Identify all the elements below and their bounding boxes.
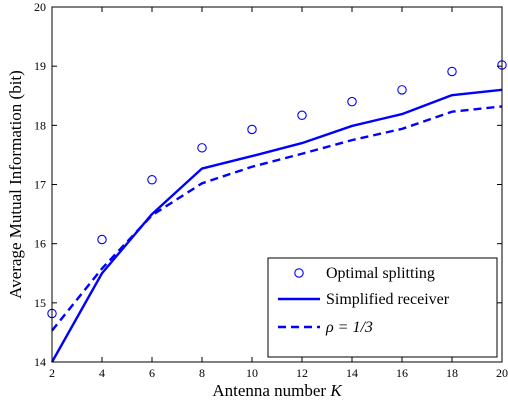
data-point-optimal-splitting: [397, 85, 407, 95]
x-tick-label: 12: [296, 366, 308, 380]
data-point-optimal-splitting: [347, 96, 357, 107]
legend-marker-circle: [294, 268, 304, 278]
data-point-optimal-splitting: [447, 66, 457, 77]
x-axis-label-variable: K: [329, 381, 343, 400]
data-point-optimal-splitting: [247, 124, 257, 135]
y-tick-label: 18: [34, 118, 46, 132]
y-tick-label: 15: [34, 296, 46, 310]
y-tick-label: 17: [34, 178, 46, 192]
x-tick-label: 14: [346, 366, 358, 380]
x-tick-label: 18: [446, 366, 458, 380]
legend-label: Simplified receiver: [326, 291, 450, 308]
x-tick-label: 4: [99, 366, 105, 380]
axes: 2 4 6 8 10 12 14 16 18 20 14 15 16 17 18 19 20: [34, 0, 508, 380]
data-point-optimal-splitting: [147, 175, 157, 185]
x-tick-label: 2: [49, 366, 55, 380]
data-point-optimal-splitting: [97, 234, 107, 245]
x-tick-label: 16: [396, 366, 408, 380]
plot-area: [47, 60, 507, 363]
y-tick-label: 20: [34, 0, 46, 14]
legend-label: ρ = 1/3: [325, 319, 373, 336]
x-tick-label: 8: [199, 366, 205, 380]
legend-label: Optimal splitting: [326, 265, 435, 282]
x-tick-label: 10: [246, 366, 258, 380]
x-tick-label: 6: [149, 366, 155, 380]
y-axis-label: Average Mutual Information (bit): [6, 70, 25, 299]
y-tick-label: 14: [34, 355, 46, 369]
legend: Optimal splitting Simplified receiver ρ = …: [267, 257, 498, 358]
x-tick-label: 20: [496, 366, 508, 380]
data-point-optimal-splitting: [297, 110, 307, 121]
series-line-rho: [51, 105, 503, 332]
y-tick-label: 16: [34, 237, 46, 251]
legend-box: [267, 257, 498, 358]
x-axis-label: Antenna number K: [212, 381, 343, 400]
y-tick-label: 19: [34, 59, 46, 73]
x-axis-label-text: Antenna number: [212, 381, 326, 400]
data-point-optimal-splitting: [197, 143, 207, 153]
series-line-simplified-receiver: [50, 88, 503, 363]
